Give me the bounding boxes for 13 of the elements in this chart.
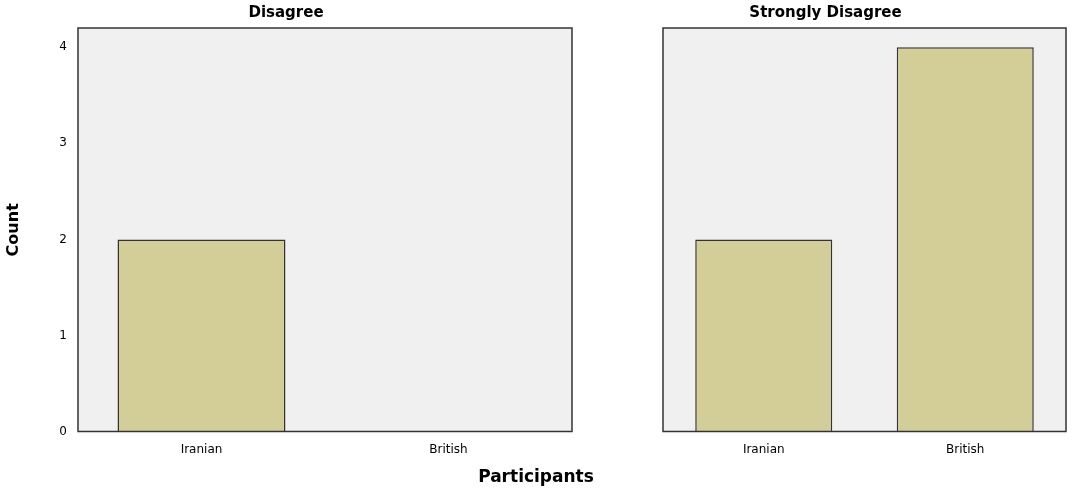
x-tick-label: Iranian [180, 441, 223, 456]
y-tick-label: 2 [59, 231, 67, 246]
x-tick-label: Iranian [742, 441, 785, 456]
chart-title: Disagree [248, 2, 324, 21]
x-axis-title: Participants [478, 466, 594, 486]
y-tick-label: 3 [59, 135, 67, 150]
y-tick-label: 1 [59, 327, 67, 342]
y-tick-label: 4 [59, 39, 67, 54]
chart-title: Strongly Disagree [749, 2, 902, 21]
x-tick-label: British [946, 441, 985, 456]
y-axis-title: Count [2, 202, 22, 257]
x-tick-label: British [429, 441, 468, 456]
y-tick-label: 0 [59, 423, 67, 438]
